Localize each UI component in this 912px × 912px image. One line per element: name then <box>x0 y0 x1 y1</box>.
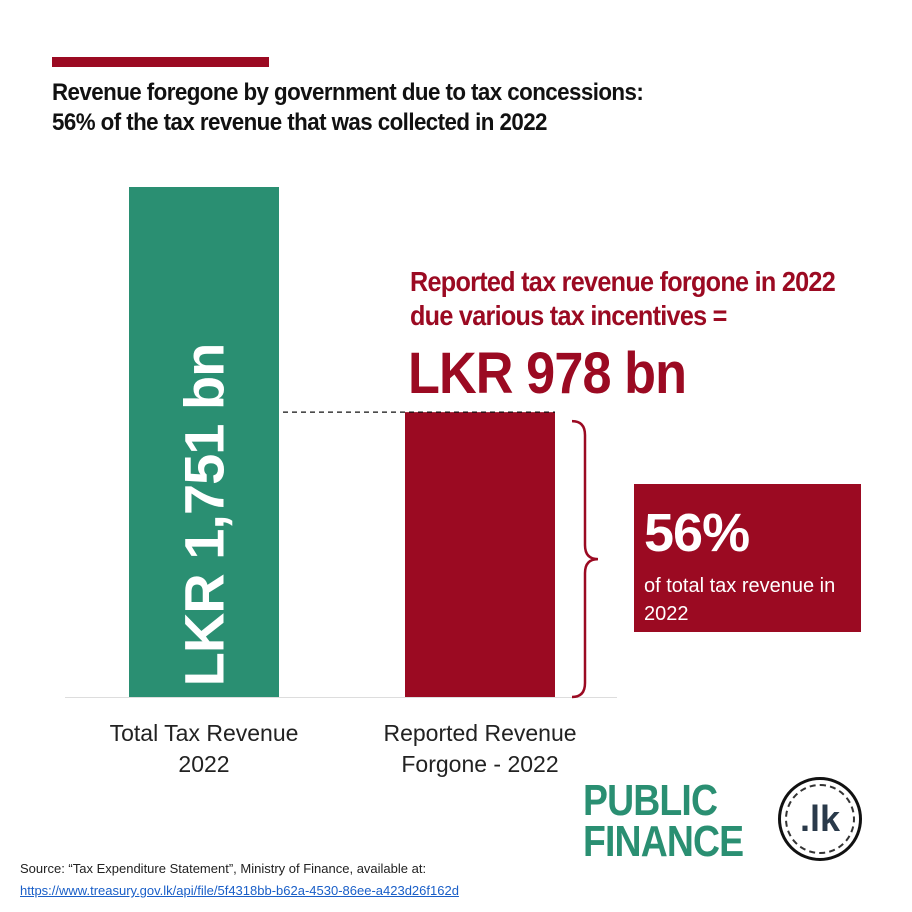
share-box: 56% of total tax revenue in 2022 <box>634 484 861 632</box>
logo-seal-text: .lk <box>799 798 841 839</box>
chart-title: Revenue foregone by government due to ta… <box>52 78 644 138</box>
title-line-2: 56% of the tax revenue that was collecte… <box>52 109 547 136</box>
tick-label: 2022 <box>178 751 230 777</box>
source-text: Source: “Tax Expenditure Statement”, Min… <box>20 861 427 876</box>
title-line-1: Revenue foregone by government due to ta… <box>52 79 644 106</box>
category-label-forgone: Reported Revenue Forgone - 2022 <box>360 718 600 780</box>
forgone-annotation: Reported tax revenue forgone in 2022 due… <box>410 265 836 333</box>
source-note: Source: “Tax Expenditure Statement”, Min… <box>20 858 459 902</box>
tick-label: Reported Revenue <box>383 720 577 746</box>
accent-bar <box>52 57 269 67</box>
bar-1 <box>405 412 555 697</box>
source-link[interactable]: https://www.treasury.gov.lk/api/file/5f4… <box>20 883 459 898</box>
tick-label: Total Tax Revenue <box>109 720 299 746</box>
bar-label-total: LKR 1,751 bn <box>172 343 236 687</box>
brace <box>571 419 599 699</box>
logo-seal-icon: .lk <box>778 777 862 861</box>
tick-label: Forgone - 2022 <box>401 751 559 777</box>
annotation-line-2: due various tax incentives = <box>410 300 727 331</box>
publicfinance-logo: PUBLIC FINANCE <box>583 776 744 866</box>
logo-line-2: FINANCE <box>583 817 744 866</box>
annotation-line-1: Reported tax revenue forgone in 2022 <box>410 266 836 297</box>
logo-line-1: PUBLIC <box>583 776 718 825</box>
share-text: of total tax revenue in 2022 <box>644 575 836 625</box>
share-percent: 56% <box>644 503 750 563</box>
bar-0 <box>129 187 279 697</box>
category-label-total: Total Tax Revenue 2022 <box>84 718 324 780</box>
forgone-value: LKR 978 bn <box>408 341 687 406</box>
